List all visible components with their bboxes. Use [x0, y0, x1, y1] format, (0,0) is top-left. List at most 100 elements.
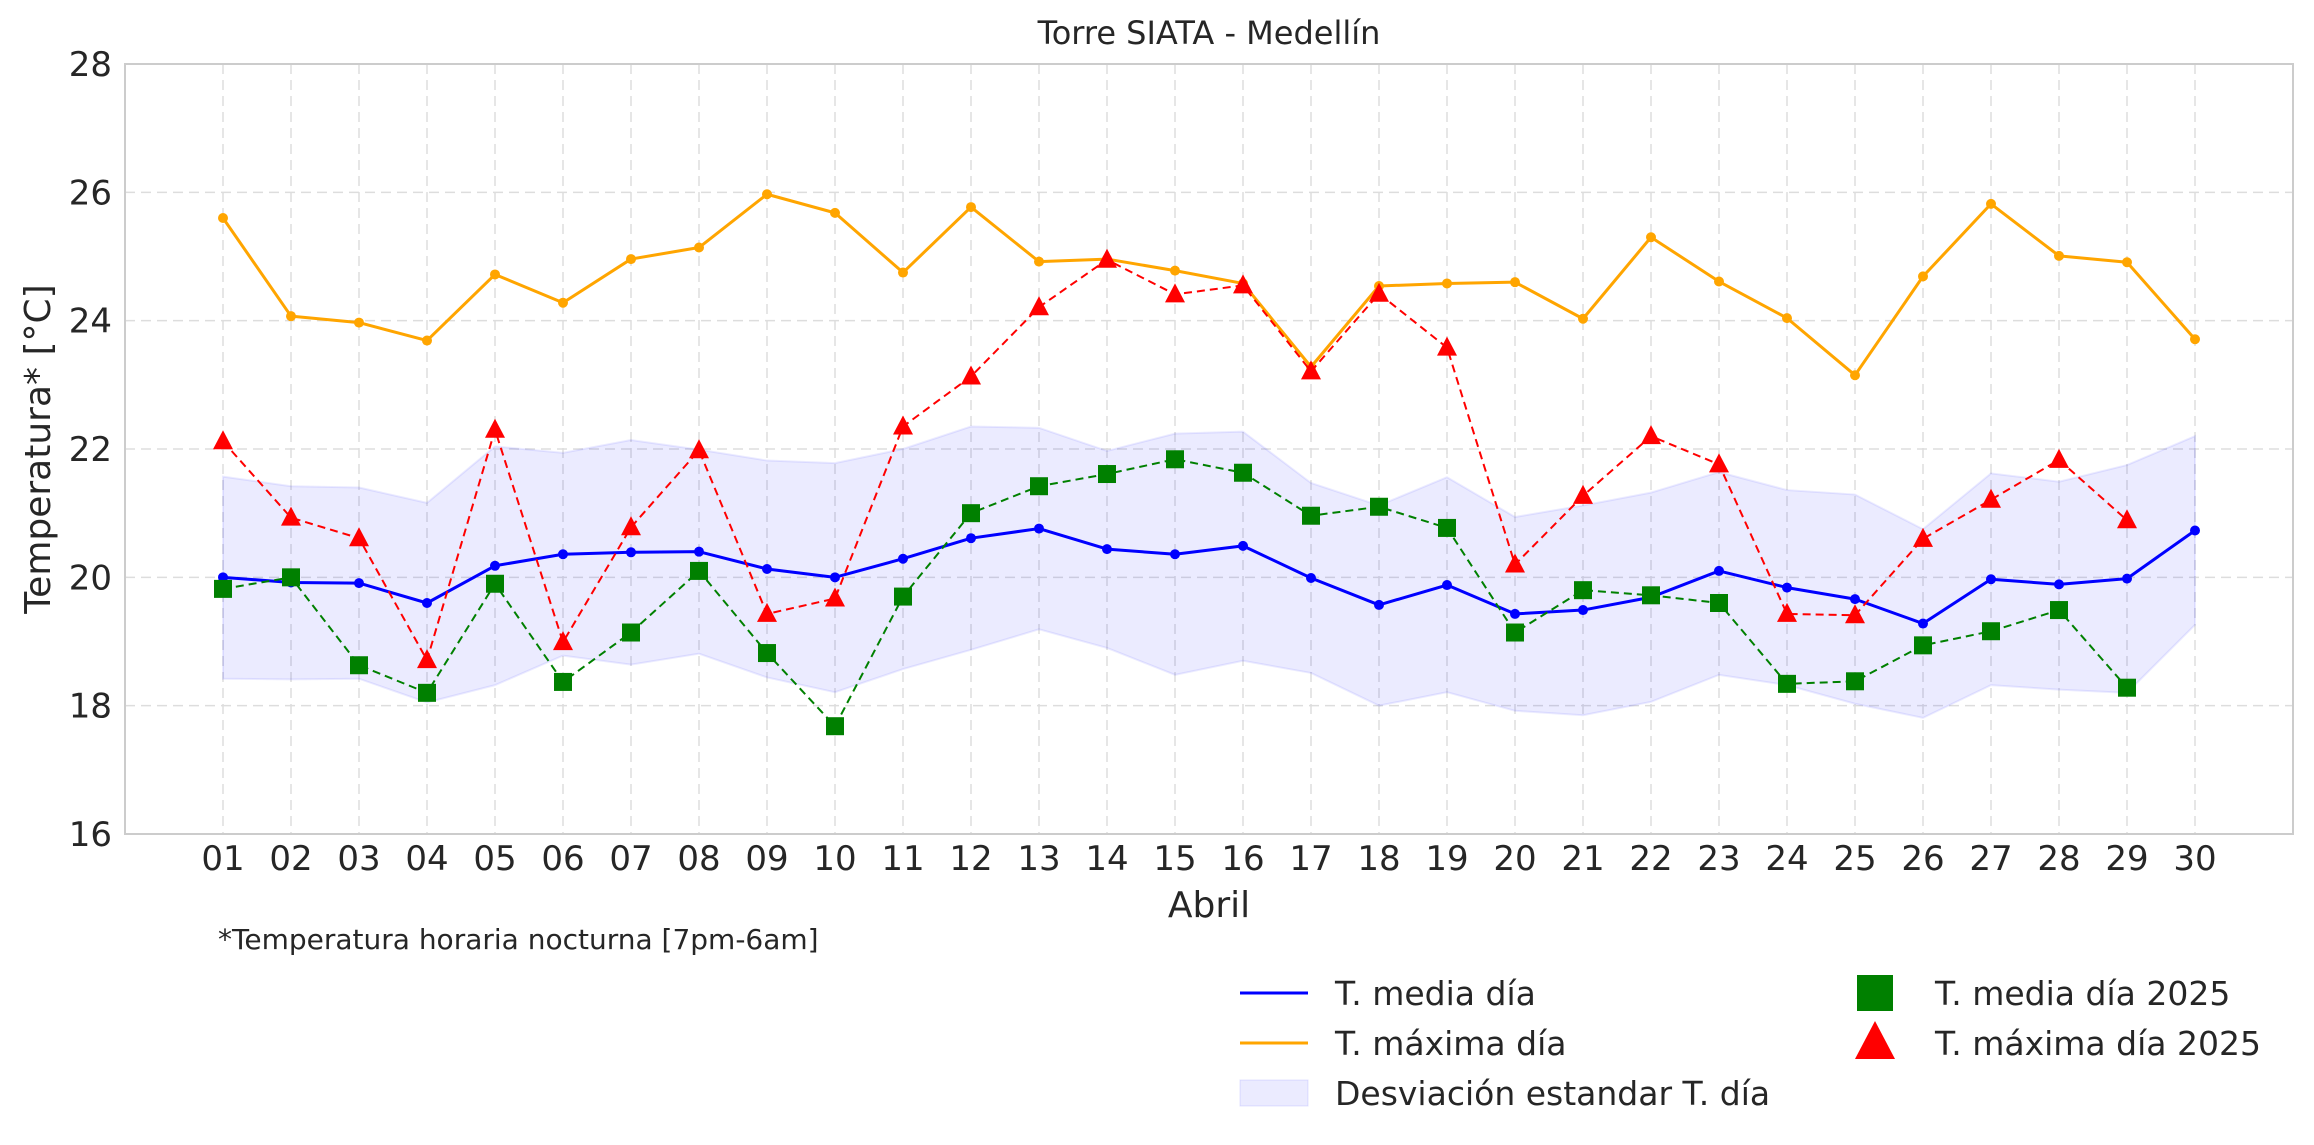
legend-label: Desviación estandar T. día: [1335, 1074, 1770, 1113]
point-marker: [1986, 198, 1996, 209]
point-marker: [1510, 277, 1520, 288]
x-tick-label: 15: [1153, 839, 1196, 879]
point-marker: [1102, 544, 1112, 555]
square-marker: [554, 672, 572, 691]
point-marker: [694, 242, 704, 253]
footnote: *Temperatura horaria nocturna [7pm-6am]: [218, 923, 819, 956]
point-marker: [354, 317, 364, 328]
point-marker: [1986, 574, 1996, 585]
point-marker: [966, 533, 976, 544]
square-marker: [1982, 622, 2000, 641]
point-marker: [762, 189, 772, 200]
point-marker: [1510, 608, 1520, 619]
point-marker: [626, 547, 636, 558]
y-tick-label: 22: [69, 430, 112, 470]
square-marker: [350, 656, 368, 675]
triangle-marker: [2117, 509, 2137, 529]
x-tick-label: 04: [405, 839, 448, 879]
x-tick-label: 18: [1357, 839, 1400, 879]
point-marker: [286, 311, 296, 322]
point-marker: [830, 207, 840, 218]
x-tick-label: 06: [541, 839, 584, 879]
triangle-marker: [1777, 602, 1797, 622]
x-tick-label: 05: [473, 839, 516, 879]
point-marker: [1782, 582, 1792, 593]
point-marker: [490, 269, 500, 280]
square-marker: [1506, 623, 1524, 642]
point-marker: [1714, 276, 1724, 287]
x-tick-label: 13: [1017, 839, 1060, 879]
point-marker: [1918, 271, 1928, 282]
legend-label: T. media día 2025: [1934, 974, 2230, 1013]
square-marker: [1914, 636, 1932, 655]
x-tick-label: 16: [1221, 839, 1264, 879]
point-marker: [1170, 549, 1180, 560]
series-line: [222, 458, 2128, 728]
point-marker: [898, 553, 908, 564]
triangle-marker: [893, 415, 913, 435]
square-marker: [1166, 450, 1184, 469]
point-marker: [1238, 540, 1248, 551]
legend-entry: T. máxima día: [1240, 1024, 1566, 1063]
point-marker: [1646, 232, 1656, 243]
x-tick-label: 11: [881, 839, 924, 879]
point-marker: [558, 549, 568, 560]
legend-label: T. máxima día 2025: [1934, 1024, 2261, 1063]
series-3: [214, 450, 2136, 736]
x-tick-label: 10: [813, 839, 856, 879]
y-tick-label: 16: [69, 815, 112, 855]
triangle-marker: [281, 506, 301, 526]
legend-entry: T. máxima día 2025: [1855, 1021, 2261, 1063]
triangle-marker: [417, 649, 437, 669]
grid-lines: [125, 64, 2293, 834]
point-marker: [2190, 525, 2200, 536]
square-marker: [1438, 518, 1456, 537]
point-marker: [218, 213, 228, 223]
x-tick-label: 29: [2105, 839, 2148, 879]
triangle-marker: [1505, 553, 1525, 573]
triangle-marker: [961, 365, 981, 385]
point-marker: [1374, 599, 1384, 610]
square-marker: [418, 683, 436, 702]
square-marker: [622, 623, 640, 642]
legend-label: T. media día: [1334, 974, 1536, 1013]
legend-swatch: [1239, 1079, 1309, 1107]
point-marker: [1578, 313, 1588, 324]
axis-ticks: 16 18 20 22 24 26 28 01 02 03 04 05 06 07 08 09 10 11 12 13…: [69, 45, 2217, 879]
x-tick-label: 21: [1561, 839, 1604, 879]
std-band: [222, 425, 2196, 719]
square-marker: [962, 504, 980, 523]
triangle-marker: [1981, 488, 2001, 508]
plot-frame: [124, 63, 2294, 835]
square-marker: [2118, 678, 2136, 697]
x-tick-label: 08: [677, 839, 720, 879]
square-marker: [1030, 477, 1048, 496]
triangle-marker: [757, 602, 777, 622]
legend-label: T. máxima día: [1334, 1024, 1566, 1063]
legend-entry: T. media día 2025: [1857, 974, 2230, 1013]
x-tick-label: 07: [609, 839, 652, 879]
point-marker: [2054, 250, 2064, 261]
point-marker: [2190, 334, 2200, 345]
x-tick-label: 19: [1425, 839, 1468, 879]
x-tick-label: 23: [1697, 839, 1740, 879]
point-marker: [1442, 580, 1452, 591]
x-tick-label: 01: [201, 839, 244, 879]
square-marker: [826, 717, 844, 736]
x-tick-label: 28: [2037, 839, 2080, 879]
point-marker: [1850, 370, 1860, 381]
point-marker: [2122, 257, 2132, 268]
point-marker: [2054, 579, 2064, 590]
x-tick-label: 30: [2173, 839, 2216, 879]
point-marker: [1034, 256, 1044, 267]
point-marker: [1714, 565, 1724, 576]
triangle-marker: [825, 587, 845, 607]
x-tick-label: 20: [1493, 839, 1536, 879]
point-marker: [898, 267, 908, 278]
point-marker: [1578, 605, 1588, 616]
series-1: [218, 189, 2200, 381]
square-marker: [894, 587, 912, 606]
square-marker: [1710, 594, 1728, 612]
point-marker: [1442, 278, 1452, 289]
